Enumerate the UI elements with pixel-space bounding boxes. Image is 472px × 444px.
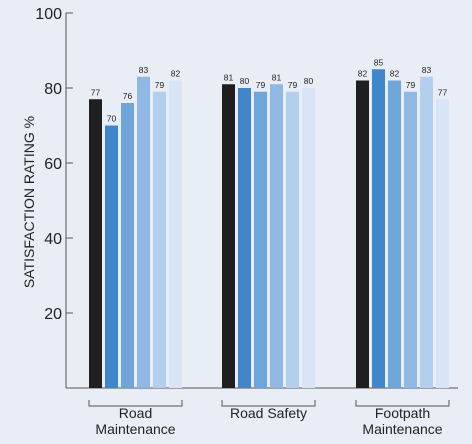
- bar: [222, 84, 235, 388]
- bar: [388, 80, 401, 388]
- bar: [420, 76, 433, 388]
- category-label: Maintenance: [95, 421, 175, 437]
- bar-data-label: 77: [438, 87, 448, 97]
- category-bracket: [88, 400, 183, 407]
- bar: [121, 103, 134, 388]
- bar-data-label: 79: [256, 80, 266, 90]
- y-axis-label: SATISFACTION RATING %: [21, 116, 37, 288]
- y-tick-labels: 20 40 60 80 100: [35, 6, 62, 323]
- category-label: Maintenance: [362, 421, 442, 437]
- bar: [356, 80, 369, 388]
- category-bracket: [355, 400, 450, 407]
- bar: [436, 99, 449, 388]
- bar: [254, 91, 267, 388]
- y-tick-label: 60: [44, 156, 62, 173]
- bar-data-label: 76: [123, 91, 133, 101]
- bar: [286, 91, 299, 388]
- category-label: Footpath: [375, 405, 430, 421]
- bar: [270, 84, 283, 388]
- bar: [105, 125, 118, 388]
- bar-data-label: 83: [422, 65, 432, 75]
- bar: [372, 69, 385, 388]
- bar-data-label: 79: [155, 80, 165, 90]
- y-tick-label: 80: [44, 81, 62, 98]
- bar-data-label: 77: [91, 87, 101, 97]
- bar-data-label: 81: [272, 72, 282, 82]
- bar: [302, 88, 315, 388]
- y-tick-label: 100: [35, 6, 62, 23]
- bar-data-label: 82: [171, 69, 181, 79]
- bar-data-label: 81: [224, 72, 234, 82]
- bar-data-label: 79: [288, 80, 298, 90]
- bar: [89, 99, 102, 388]
- bar-data-label: 83: [139, 65, 149, 75]
- bar: [137, 76, 150, 388]
- bar-data-label: 82: [390, 69, 400, 79]
- bar-data-label: 70: [107, 114, 117, 124]
- y-tick-label: 20: [44, 306, 62, 323]
- category-label: Road: [119, 405, 152, 421]
- bar-data-label: 80: [240, 76, 250, 86]
- y-tick-label: 40: [44, 231, 62, 248]
- bar: [238, 88, 251, 388]
- bar: [169, 80, 182, 388]
- bar-data-label: 85: [374, 57, 384, 67]
- bar-data-label: 79: [406, 80, 416, 90]
- bar: [153, 91, 166, 388]
- bar-data-label: 80: [304, 76, 314, 86]
- category-bracket: [221, 400, 316, 407]
- bar-data-label: 82: [358, 69, 368, 79]
- chart-bars: 77 70 76 83 79 82 81 80 79 81 79 80 82 85 82 79 83 77: [89, 57, 449, 388]
- category-label: Road Safety: [230, 405, 307, 421]
- bar: [404, 91, 417, 388]
